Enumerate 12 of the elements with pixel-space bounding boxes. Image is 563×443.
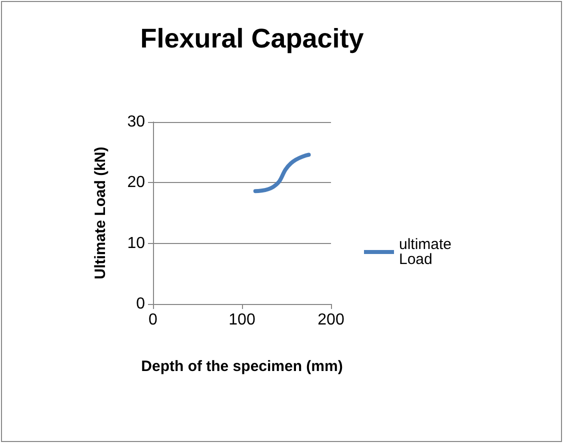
y-tick-label: 10	[127, 234, 146, 252]
x-axis-title: Depth of the specimen (mm)	[141, 358, 343, 375]
x-tick-label: 200	[318, 312, 344, 328]
x-tick-label: 100	[228, 312, 256, 328]
y-tick-label: 0	[136, 296, 146, 312]
chart-title: Flexural Capacity	[140, 24, 364, 54]
y-tick-label: 30	[127, 114, 146, 130]
y-axis-title: Ultimate Load (kN)	[92, 146, 109, 280]
legend-label: ultimate Load	[399, 236, 456, 268]
y-tick-label: 20	[127, 174, 146, 192]
x-tick-label: 0	[148, 312, 158, 328]
line-series	[253, 152, 311, 194]
